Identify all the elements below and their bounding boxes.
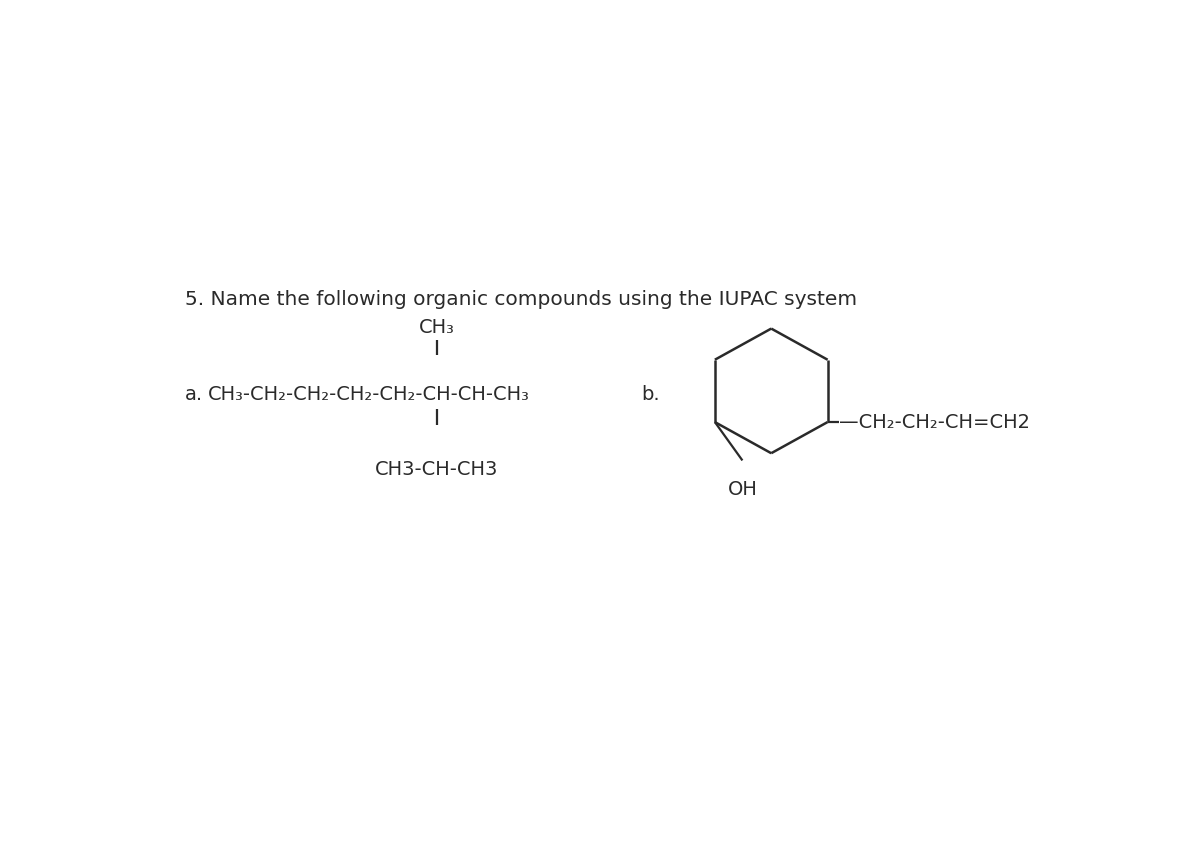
Text: 5. Name the following organic compounds using the IUPAC system: 5. Name the following organic compounds … bbox=[185, 290, 858, 309]
Text: CH3-CH-CH3: CH3-CH-CH3 bbox=[374, 460, 498, 479]
Text: OH: OH bbox=[727, 481, 757, 499]
Text: CH₃-CH₂-CH₂-CH₂-CH₂-CH-CH-CH₃: CH₃-CH₂-CH₂-CH₂-CH₂-CH-CH-CH₃ bbox=[208, 384, 529, 404]
Text: a.: a. bbox=[185, 384, 204, 404]
Text: CH₃: CH₃ bbox=[419, 318, 455, 337]
Text: —CH₂-CH₂-CH=CH2: —CH₂-CH₂-CH=CH2 bbox=[839, 412, 1030, 432]
Text: b.: b. bbox=[641, 384, 660, 404]
